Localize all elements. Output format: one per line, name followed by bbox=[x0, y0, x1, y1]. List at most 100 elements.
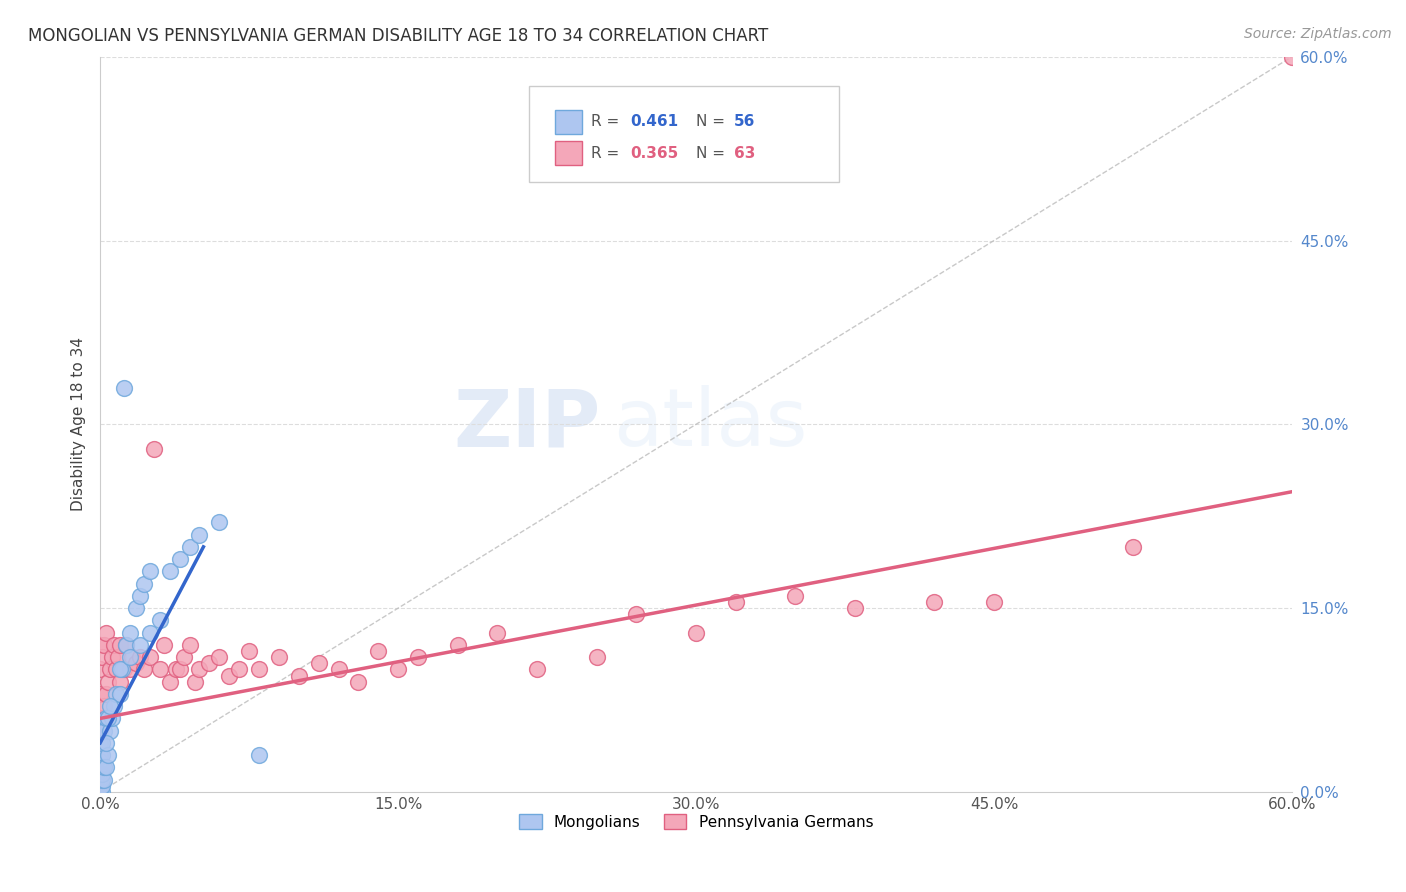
Pennsylvania Germans bbox=[1281, 50, 1303, 64]
Mongolians bbox=[89, 772, 111, 787]
Pennsylvania Germans bbox=[149, 662, 172, 676]
Mongolians bbox=[101, 711, 124, 725]
Mongolians bbox=[89, 760, 111, 774]
Pennsylvania Germans bbox=[128, 650, 150, 665]
Mongolians bbox=[105, 687, 128, 701]
Pennsylvania Germans bbox=[115, 638, 138, 652]
Mongolians bbox=[93, 723, 115, 738]
Pennsylvania Germans bbox=[585, 650, 607, 665]
Mongolians bbox=[169, 552, 191, 566]
Mongolians bbox=[118, 650, 141, 665]
Mongolians bbox=[89, 772, 111, 787]
Mongolians bbox=[91, 779, 114, 793]
Pennsylvania Germans bbox=[97, 674, 120, 689]
Pennsylvania Germans bbox=[152, 638, 174, 652]
Mongolians bbox=[89, 748, 111, 763]
Mongolians bbox=[128, 638, 150, 652]
Mongolians bbox=[89, 785, 111, 799]
Mongolians bbox=[94, 736, 117, 750]
Pennsylvania Germans bbox=[406, 650, 429, 665]
Mongolians bbox=[108, 687, 131, 701]
Text: 63: 63 bbox=[734, 145, 755, 161]
Pennsylvania Germans bbox=[447, 638, 470, 652]
Mongolians bbox=[89, 785, 111, 799]
Pennsylvania Germans bbox=[169, 662, 191, 676]
Mongolians bbox=[93, 772, 115, 787]
Pennsylvania Germans bbox=[387, 662, 409, 676]
Mongolians bbox=[97, 748, 120, 763]
Mongolians bbox=[91, 748, 114, 763]
Mongolians bbox=[89, 736, 111, 750]
FancyBboxPatch shape bbox=[555, 141, 582, 165]
Mongolians bbox=[98, 699, 121, 714]
Pennsylvania Germans bbox=[91, 711, 114, 725]
Pennsylvania Germans bbox=[287, 668, 309, 682]
Text: ZIP: ZIP bbox=[454, 385, 600, 463]
Mongolians bbox=[89, 785, 111, 799]
Mongolians bbox=[132, 576, 155, 591]
Pennsylvania Germans bbox=[367, 644, 389, 658]
Pennsylvania Germans bbox=[98, 662, 121, 676]
Pennsylvania Germans bbox=[107, 650, 129, 665]
Pennsylvania Germans bbox=[108, 674, 131, 689]
Pennsylvania Germans bbox=[208, 650, 231, 665]
FancyBboxPatch shape bbox=[555, 111, 582, 134]
Mongolians bbox=[103, 699, 125, 714]
Pennsylvania Germans bbox=[328, 662, 350, 676]
Mongolians bbox=[208, 516, 231, 530]
Mongolians bbox=[93, 760, 115, 774]
Text: 56: 56 bbox=[734, 114, 755, 128]
Pennsylvania Germans bbox=[108, 638, 131, 652]
Pennsylvania Germans bbox=[228, 662, 250, 676]
Text: Source: ZipAtlas.com: Source: ZipAtlas.com bbox=[1244, 27, 1392, 41]
Pennsylvania Germans bbox=[165, 662, 187, 676]
Text: MONGOLIAN VS PENNSYLVANIA GERMAN DISABILITY AGE 18 TO 34 CORRELATION CHART: MONGOLIAN VS PENNSYLVANIA GERMAN DISABIL… bbox=[28, 27, 768, 45]
Pennsylvania Germans bbox=[247, 662, 270, 676]
Pennsylvania Germans bbox=[685, 625, 707, 640]
Mongolians bbox=[89, 766, 111, 780]
Pennsylvania Germans bbox=[93, 699, 115, 714]
Mongolians bbox=[247, 748, 270, 763]
Pennsylvania Germans bbox=[118, 662, 141, 676]
FancyBboxPatch shape bbox=[529, 87, 839, 182]
Mongolians bbox=[91, 772, 114, 787]
Pennsylvania Germans bbox=[844, 601, 866, 615]
Pennsylvania Germans bbox=[179, 638, 201, 652]
Pennsylvania Germans bbox=[103, 638, 125, 652]
Pennsylvania Germans bbox=[198, 657, 221, 671]
Mongolians bbox=[98, 723, 121, 738]
Pennsylvania Germans bbox=[89, 723, 111, 738]
Mongolians bbox=[111, 662, 134, 676]
Pennsylvania Germans bbox=[486, 625, 509, 640]
Text: R =: R = bbox=[591, 145, 620, 161]
Pennsylvania Germans bbox=[238, 644, 260, 658]
Pennsylvania Germans bbox=[267, 650, 290, 665]
Text: atlas: atlas bbox=[613, 385, 807, 463]
Text: N =: N = bbox=[696, 114, 725, 128]
Y-axis label: Disability Age 18 to 34: Disability Age 18 to 34 bbox=[72, 337, 86, 511]
Mongolians bbox=[91, 766, 114, 780]
Mongolians bbox=[159, 565, 181, 579]
Mongolians bbox=[149, 614, 172, 628]
Pennsylvania Germans bbox=[626, 607, 648, 622]
Pennsylvania Germans bbox=[105, 662, 128, 676]
Mongolians bbox=[89, 785, 111, 799]
Mongolians bbox=[89, 785, 111, 799]
Mongolians bbox=[91, 785, 114, 799]
Text: 0.461: 0.461 bbox=[630, 114, 679, 128]
Mongolians bbox=[89, 723, 111, 738]
Pennsylvania Germans bbox=[125, 657, 148, 671]
Mongolians bbox=[89, 755, 111, 769]
Pennsylvania Germans bbox=[526, 662, 548, 676]
Mongolians bbox=[115, 638, 138, 652]
Mongolians bbox=[91, 760, 114, 774]
Mongolians bbox=[94, 760, 117, 774]
Pennsylvania Germans bbox=[983, 595, 1005, 609]
Mongolians bbox=[89, 785, 111, 799]
Pennsylvania Germans bbox=[159, 674, 181, 689]
Pennsylvania Germans bbox=[94, 625, 117, 640]
Mongolians bbox=[139, 565, 162, 579]
Pennsylvania Germans bbox=[724, 595, 747, 609]
Pennsylvania Germans bbox=[89, 662, 111, 676]
Pennsylvania Germans bbox=[347, 674, 370, 689]
